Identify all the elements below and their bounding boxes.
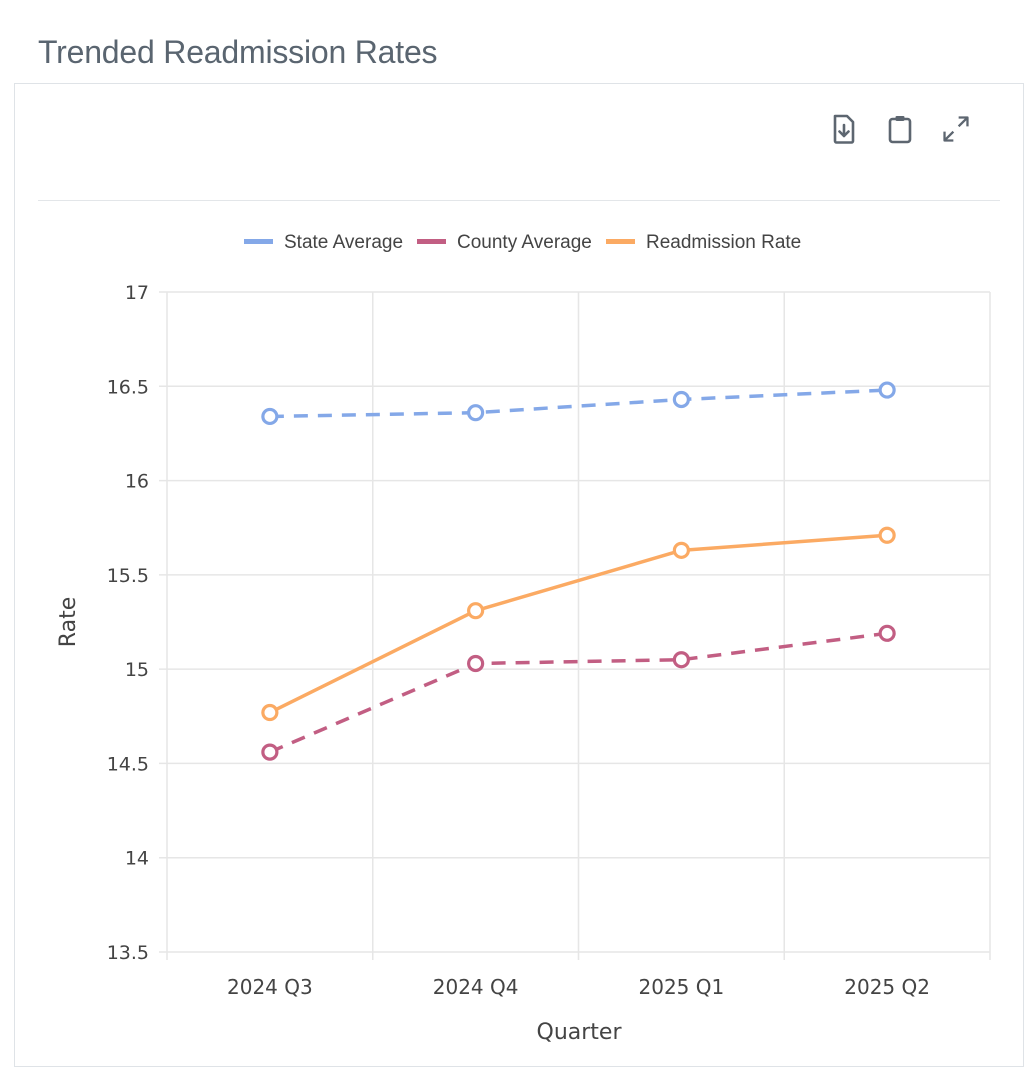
grid xyxy=(159,291,991,960)
legend-item[interactable]: State Average xyxy=(244,232,403,253)
legend-item[interactable]: Readmission Rate xyxy=(606,232,801,253)
legend-label: Readmission Rate xyxy=(646,232,801,253)
legend-item[interactable]: County Average xyxy=(417,232,592,253)
y-tick-label: 14.5 xyxy=(107,753,149,775)
series-line xyxy=(269,388,888,419)
y-tick-label: 16 xyxy=(125,471,149,493)
legend-label: State Average xyxy=(284,232,403,253)
file-download-icon xyxy=(833,114,855,144)
legend-swatch xyxy=(606,239,635,244)
series-readmission-rate xyxy=(261,526,896,722)
data-point[interactable] xyxy=(467,602,485,620)
legend-swatch xyxy=(417,239,446,244)
y-tick-label: 15.5 xyxy=(107,565,149,587)
y-tick-label: 14 xyxy=(125,848,149,870)
x-tick-label: 2025 Q2 xyxy=(844,975,930,999)
series-layer xyxy=(261,381,896,761)
data-point[interactable] xyxy=(261,407,279,426)
toolbar-divider xyxy=(38,200,1000,201)
series-line xyxy=(269,533,888,715)
expand-icon xyxy=(943,116,969,142)
data-point[interactable] xyxy=(878,381,896,399)
legend-label: County Average xyxy=(457,232,592,253)
data-point[interactable] xyxy=(878,526,896,544)
y-tick-label: 17 xyxy=(125,282,149,304)
x-axis: 2024 Q3 2024 Q4 2025 Q1 2025 Q2 xyxy=(227,975,930,999)
data-point[interactable] xyxy=(261,743,279,761)
x-axis-title: Quarter xyxy=(537,1020,623,1045)
x-tick-label: 2024 Q4 xyxy=(433,975,519,999)
y-tick-label: 15 xyxy=(125,659,149,681)
data-point[interactable] xyxy=(878,624,896,642)
clipboard-icon xyxy=(888,116,912,144)
legend: State Average County Average Readmission R… xyxy=(244,232,801,253)
copy-button[interactable] xyxy=(885,112,915,146)
y-tick-label: 13.5 xyxy=(107,942,149,964)
legend-swatch xyxy=(244,239,273,244)
x-tick-label: 2024 Q3 xyxy=(227,975,313,999)
data-point[interactable] xyxy=(672,390,690,409)
download-button[interactable] xyxy=(829,112,859,146)
x-tick-label: 2025 Q1 xyxy=(639,975,725,999)
data-point[interactable] xyxy=(672,651,690,669)
data-point[interactable] xyxy=(672,541,690,559)
series-line xyxy=(269,631,888,754)
series-state-average xyxy=(261,381,896,426)
page-title: Trended Readmission Rates xyxy=(38,34,438,70)
y-axis-title: Rate xyxy=(56,597,81,647)
chart-toolbar xyxy=(829,112,971,146)
expand-button[interactable] xyxy=(941,112,971,146)
data-point[interactable] xyxy=(467,404,485,422)
y-tick-label: 16.5 xyxy=(107,376,149,398)
data-point[interactable] xyxy=(467,654,485,673)
y-axis: 13.5 14 14.5 15 15.5 16 16.5 17 xyxy=(107,282,149,964)
series-county-average xyxy=(261,624,896,761)
data-point[interactable] xyxy=(261,703,279,722)
